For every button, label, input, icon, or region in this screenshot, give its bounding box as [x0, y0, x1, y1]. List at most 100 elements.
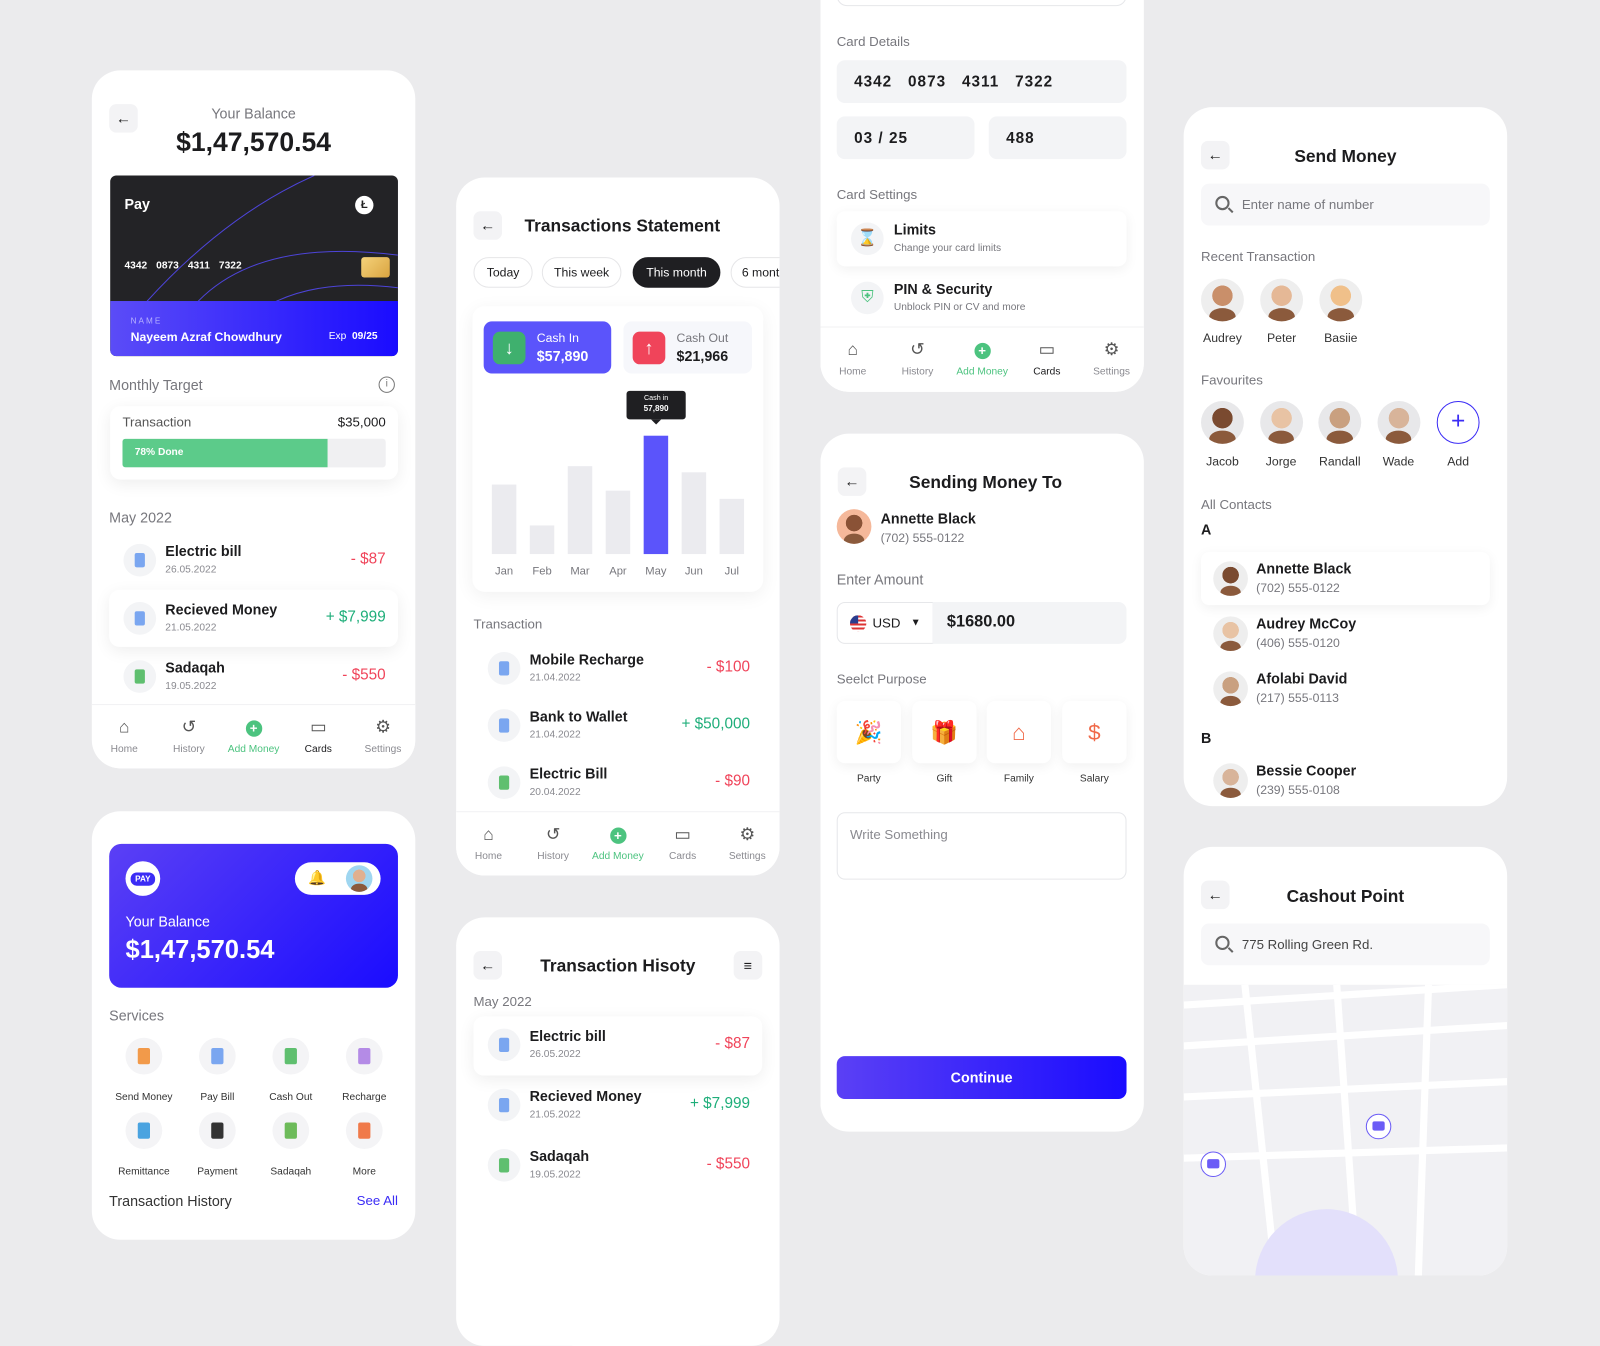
favourite-avatar[interactable] [1377, 401, 1420, 444]
home-screen: PAY 🔔 Your Balance $1,47,570.54 Services… [91, 811, 416, 1240]
filter-icon[interactable]: ≡ [733, 951, 763, 980]
bar-jun[interactable] [681, 472, 707, 555]
nav-item-add-money[interactable]: + Add Money [586, 812, 651, 875]
card-settings-label: Card Settings [836, 186, 918, 203]
balance-label: Your Balance [125, 913, 210, 930]
service-pay-bill[interactable]: Pay Bill [181, 1037, 254, 1103]
continue-button[interactable]: Continue [836, 1056, 1127, 1099]
transaction-row[interactable]: Recieved Money 21.05.2022 + $7,999 [109, 589, 398, 647]
back-button[interactable]: ← [109, 104, 138, 133]
purpose-salary[interactable]: $ [1062, 701, 1127, 764]
nav-item-settings[interactable]: ⚙ Settings [351, 705, 416, 768]
bar-apr[interactable] [605, 490, 631, 555]
service-send-money[interactable]: Send Money [107, 1037, 180, 1103]
nav-item-settings[interactable]: ⚙ Settings [715, 812, 780, 875]
transaction-row[interactable]: Electric Bill 20.04.2022 - $90 [473, 754, 762, 811]
nav-item-home[interactable]: ⌂ Home [92, 705, 157, 768]
nav-item-cards[interactable]: ▭ Cards [650, 812, 715, 875]
payment-card[interactable]: Pay Ł 4342 0873 4311 7322 NAME Nayeem Az… [110, 175, 398, 357]
service-cash-out[interactable]: Cash Out [254, 1037, 327, 1103]
bar-may[interactable] [643, 435, 669, 555]
filter-6-months[interactable]: 6 months [730, 257, 780, 288]
bar-jan[interactable] [491, 484, 517, 555]
us-flag-icon [849, 614, 867, 632]
cvv-field[interactable]: 488 [988, 116, 1127, 160]
currency-select[interactable]: USD ▼ [836, 602, 934, 644]
service-recharge[interactable]: Recharge [328, 1037, 401, 1103]
nav-item-add-money[interactable]: + Add Money [221, 705, 286, 768]
pin-security-item[interactable]: ⛨ PIN & Security Unblock PIN or CV and m… [837, 270, 1127, 325]
contact-item[interactable]: Audrey McCoy (406) 555-0120 [1201, 607, 1490, 660]
card-number-field[interactable]: 4342 0873 4311 7322 [836, 60, 1127, 104]
add-favourite-button[interactable]: + [1436, 401, 1480, 444]
service-sadaqah[interactable]: Sadaqah [254, 1112, 327, 1178]
transaction-row[interactable]: Bank to Wallet 21.04.2022 + $50,000 [473, 697, 762, 754]
service-more[interactable]: More [328, 1112, 401, 1178]
nav-item-history[interactable]: ↺ History [521, 812, 586, 875]
back-button[interactable]: ← [473, 211, 503, 240]
amount-input[interactable]: $1680.00 [932, 602, 1127, 644]
nav-item-cards[interactable]: ▭ Cards [286, 705, 351, 768]
recent-avatar[interactable] [1319, 278, 1363, 322]
contact-item[interactable]: Afolabi David (217) 555-0113 [1201, 662, 1490, 715]
info-icon[interactable]: i [378, 376, 395, 393]
filter-this-week[interactable]: This week [541, 257, 622, 288]
transaction-row[interactable]: Sadaqah 19.05.2022 - $550 [473, 1137, 762, 1196]
bar-feb[interactable] [529, 525, 555, 555]
contact-item[interactable]: Bessie Cooper (239) 555-0108 [1201, 754, 1490, 806]
map[interactable] [1183, 984, 1508, 1276]
limits-item[interactable]: ⌛ Limits Change your card limits [837, 211, 1127, 266]
note-textarea[interactable]: Write Something [836, 812, 1127, 880]
nav-item-add-money[interactable]: + Add Money [950, 328, 1015, 392]
purpose-party[interactable]: 🎉 [836, 701, 902, 764]
favourite-avatar[interactable] [1259, 401, 1303, 444]
purpose-family[interactable]: ⌂ [986, 701, 1052, 764]
user-avatar[interactable] [345, 865, 373, 892]
recent-avatar[interactable] [1201, 278, 1244, 322]
nav-item-history[interactable]: ↺ History [157, 705, 222, 768]
nav-item-settings[interactable]: ⚙ Settings [1079, 328, 1144, 392]
transaction-row[interactable]: Recieved Money 21.05.2022 + $7,999 [473, 1077, 762, 1136]
transaction-amount: - $87 [350, 549, 386, 568]
add-money-icon: + [245, 717, 262, 737]
add-money-icon: + [973, 340, 991, 360]
cash-in-card[interactable]: ↓ Cash In $57,890 [483, 321, 612, 374]
cash-out-card[interactable]: ↑ Cash Out $21,966 [623, 321, 753, 374]
expiry-field[interactable]: 03 / 25 [836, 116, 975, 160]
service-remittance[interactable]: Remittance [107, 1112, 180, 1178]
x-tick-label: Jan [495, 565, 513, 577]
bell-icon[interactable]: 🔔 [308, 869, 326, 886]
back-button[interactable]: ← [837, 467, 867, 496]
location-search-input[interactable]: 775 Rolling Green Rd. [1201, 923, 1490, 966]
back-button[interactable]: ← [1201, 140, 1230, 170]
add-money-icon: + [609, 824, 627, 844]
favourite-name: Wade [1382, 454, 1415, 469]
transaction-row[interactable]: Mobile Recharge 21.04.2022 - $100 [473, 640, 762, 697]
nav-item-home[interactable]: ⌂ Home [820, 328, 885, 392]
favourite-avatar[interactable] [1318, 401, 1362, 444]
filter-today[interactable]: Today [473, 257, 533, 288]
bar-jul[interactable] [719, 498, 745, 555]
recent-avatar[interactable] [1260, 278, 1304, 322]
filter-this-month[interactable]: This month [632, 257, 721, 288]
back-button[interactable]: ← [1201, 880, 1230, 910]
party-icon: 🎉 [854, 718, 883, 745]
transaction-row[interactable]: Electric bill 26.05.2022 - $87 [109, 532, 398, 589]
favourite-avatar[interactable] [1201, 401, 1244, 444]
transaction-row[interactable]: Sadaqah 19.05.2022 - $550 [109, 648, 398, 705]
card-field[interactable] [836, 0, 1127, 7]
service-payment[interactable]: Payment [181, 1112, 254, 1178]
back-button[interactable]: ← [473, 951, 503, 980]
settings-icon: ⚙ [375, 717, 391, 737]
purpose-gift[interactable]: 🎁 [912, 701, 977, 764]
see-all-link[interactable]: See All [356, 1192, 398, 1209]
contact-item[interactable]: Annette Black (702) 555-0122 [1201, 552, 1490, 605]
search-input[interactable]: Enter name of number [1201, 183, 1490, 226]
bar-mar[interactable] [567, 466, 593, 555]
nav-item-history[interactable]: ↺ History [885, 328, 950, 392]
transaction-row[interactable]: Electric bill 26.05.2022 - $87 [473, 1016, 763, 1076]
nav-item-home[interactable]: ⌂ Home [456, 812, 521, 875]
nav-item-cards[interactable]: ▭ Cards [1015, 328, 1080, 392]
contact-phone: (217) 555-0113 [1256, 690, 1339, 706]
page-title: Transactions Statement [524, 216, 721, 236]
